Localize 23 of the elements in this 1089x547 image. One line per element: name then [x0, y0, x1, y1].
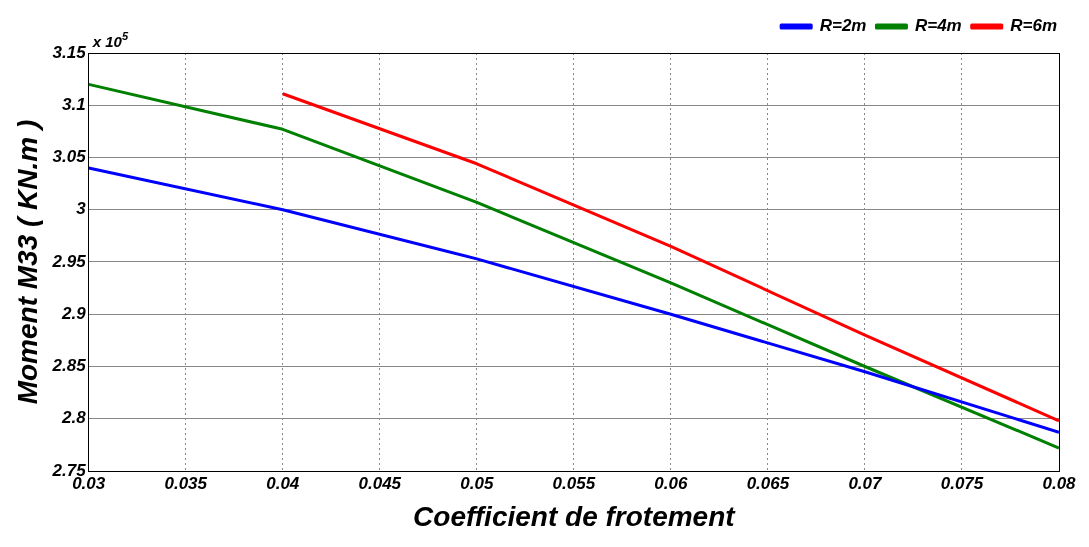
x-tick-label: 0.06	[654, 473, 688, 493]
legend-label: R=2m	[819, 16, 867, 36]
y-tick-label: 3.1	[62, 94, 86, 114]
x-tick-label: 0.045	[358, 473, 402, 493]
x-tick-label: 0.065	[746, 473, 790, 493]
y-axis-title: Moment M33 ( KN.m )	[11, 119, 43, 405]
x-tick-label: 0.08	[1042, 473, 1077, 493]
x-axis-title: Coefficient de frotement	[413, 500, 737, 532]
y-tick-label: 3	[76, 199, 87, 219]
legend-label: R=6m	[1010, 16, 1058, 36]
x-tick-label: 0.035	[164, 473, 208, 493]
x-tick-label: 0.05	[460, 473, 494, 493]
y-tick-label: 2.85	[51, 356, 87, 376]
y-tick-label: 3.15	[52, 42, 87, 62]
y-tick-label: 2.95	[51, 251, 87, 271]
y-tick-label: 2.8	[61, 408, 87, 428]
x-tick-label: 0.075	[940, 473, 984, 493]
x-tick-label: 0.055	[552, 473, 596, 493]
x-tick-label: 0.07	[848, 473, 884, 493]
legend-label: R=4m	[914, 16, 962, 36]
y-tick-label: 2.9	[61, 303, 87, 323]
y-tick-label: 3.05	[52, 147, 87, 167]
x-tick-label: 0.04	[266, 473, 300, 493]
